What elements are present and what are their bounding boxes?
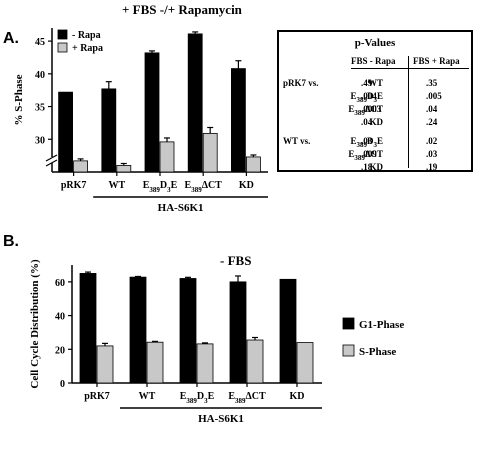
- b-bar: [96, 345, 114, 384]
- pvalues-column-rule: [408, 56, 409, 168]
- pvalues-header-rule: [351, 68, 469, 69]
- pvalues-value-rapa-minus: .004: [361, 91, 377, 101]
- a-legend-label: - Rapa: [72, 30, 101, 41]
- a-legend-swatch: [57, 29, 68, 40]
- pvalues-row-ref: WT vs.: [283, 136, 311, 146]
- pvalues-row-compare: E389ΔCT: [348, 104, 383, 117]
- pvalues-value-rapa-plus: .02: [426, 136, 438, 146]
- b-ytick-label: 60: [55, 278, 65, 289]
- b-bar: [229, 281, 247, 384]
- b-group-label: HA-S6K1: [198, 413, 244, 425]
- pvalues-row-compare: KD: [369, 117, 384, 127]
- panel-b-title: - FBS: [220, 253, 252, 268]
- pvalues-col-header-1: FBS - Rapa: [351, 56, 396, 66]
- a-ytick-label: 35: [35, 103, 45, 114]
- a-bar: [58, 91, 73, 173]
- b-y-label: Cell Cycle Distribution (%): [29, 259, 41, 389]
- pvalues-row-compare: E389ΔCT: [348, 149, 383, 162]
- pvalues-value-rapa-plus: .35: [426, 78, 438, 88]
- a-y-label: % S-Phase: [13, 74, 25, 125]
- a-axis-break-mark: [45, 159, 58, 167]
- b-bar: [146, 341, 164, 384]
- a-ytick-label: 30: [35, 135, 45, 146]
- pvalues-col-header-2: FBS + Rapa: [413, 56, 460, 66]
- a-x-label: E389D3E: [143, 180, 178, 194]
- pvalues-value-rapa-minus: .49: [361, 78, 373, 88]
- b-bar: [279, 278, 297, 384]
- b-bar: [196, 343, 214, 384]
- pvalues-table: p-Values FBS - Rapa FBS + Rapa pRK7 vs. WT.…: [277, 30, 473, 172]
- pvalues-row-compare: WT: [367, 78, 383, 88]
- b-legend-label: S-Phase: [359, 346, 396, 358]
- b-ytick-label: 40: [55, 312, 65, 323]
- b-x-label: E389D3E: [180, 391, 215, 405]
- a-x-label: WT: [108, 180, 125, 191]
- panel-a-letter: A.: [3, 30, 19, 47]
- b-bar: [129, 276, 147, 384]
- b-ytick-label: 0: [60, 379, 65, 390]
- a-legend-label: + Rapa: [72, 43, 103, 54]
- a-x-label: E389ΔCT: [185, 180, 223, 194]
- a-x-label: pRK7: [61, 180, 87, 191]
- a-group-label: HA-S6K1: [158, 202, 204, 214]
- a-ytick-label: 45: [35, 37, 45, 48]
- pvalues-value-rapa-plus: .19: [426, 162, 438, 172]
- pvalues-value-rapa-plus: .03: [426, 149, 438, 159]
- panel-b-letter: B.: [3, 233, 19, 250]
- pvalues-row-compare: KD: [369, 162, 384, 172]
- b-x-label: E389ΔCT: [228, 391, 266, 405]
- b-x-label: pRK7: [84, 391, 110, 402]
- b-x-label: WT: [139, 391, 156, 402]
- pvalues-row-compare: E389D3E: [350, 91, 383, 104]
- b-bar: [79, 273, 97, 384]
- b-x-label: KD: [290, 391, 305, 402]
- pvalues-value-rapa-plus: .24: [426, 117, 438, 127]
- pvalues-value-rapa-minus: .0003: [361, 104, 382, 114]
- pvalues-value-rapa-minus: .009: [361, 149, 377, 159]
- b-legend-swatch: [342, 344, 355, 357]
- b-bar: [246, 339, 264, 384]
- pvalues-title: p-Values: [354, 37, 396, 49]
- pvalues-value-rapa-minus: .04: [361, 117, 373, 127]
- a-axis-break-mark: [45, 154, 58, 162]
- b-ytick-label: 20: [55, 345, 65, 356]
- panel-a-title: + FBS -/+ Rapamycin: [122, 2, 242, 17]
- pvalues-value-rapa-minus: .18: [361, 162, 373, 172]
- b-bar: [179, 278, 197, 384]
- pvalues-row-compare: E389D3E: [350, 136, 383, 149]
- a-legend-swatch: [57, 42, 68, 53]
- a-axis-break-gap: [46, 157, 58, 163]
- pvalues-value-rapa-plus: .04: [426, 104, 438, 114]
- b-bar: [296, 342, 314, 384]
- pvalues-value-rapa-plus: .005: [426, 91, 442, 101]
- pvalues-value-rapa-minus: .03: [361, 136, 373, 146]
- b-legend-label: G1-Phase: [359, 319, 404, 331]
- b-legend-swatch: [342, 317, 355, 330]
- pvalues-row-ref: pRK7 vs.: [283, 78, 319, 88]
- a-ytick-label: 40: [35, 70, 45, 81]
- a-x-label: KD: [239, 180, 254, 191]
